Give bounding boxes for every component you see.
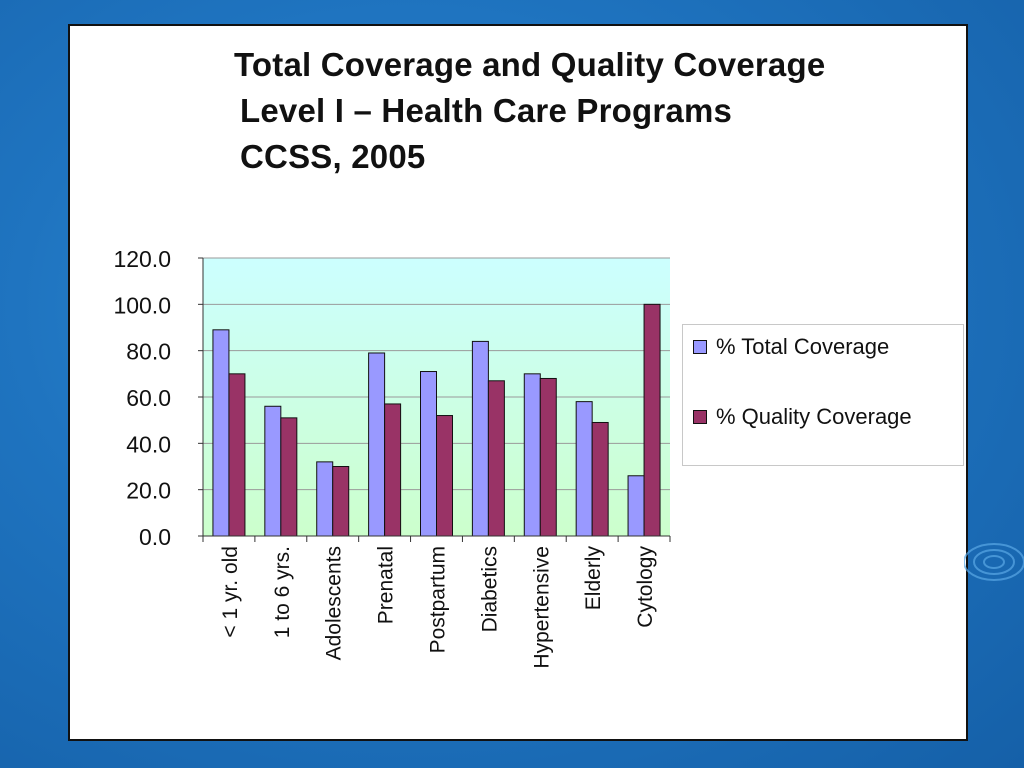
bar-total-5 xyxy=(471,340,489,537)
x-category-label: < 1 yr. old xyxy=(219,546,242,638)
y-tick-label: 40.0 xyxy=(126,431,171,457)
bar-quality-2 xyxy=(332,466,350,537)
x-category-label: Hypertensive xyxy=(530,546,553,669)
bar-total-6 xyxy=(523,373,541,537)
bar-total-7 xyxy=(575,401,593,537)
title-line-1: Total Coverage and Quality Coverage xyxy=(234,46,826,83)
legend-swatch-quality xyxy=(693,410,707,424)
legend-label-total: % Total Coverage xyxy=(716,334,890,359)
bar-total-4 xyxy=(420,371,437,537)
x-category-label: Elderly xyxy=(582,546,605,611)
legend-swatch-total xyxy=(693,340,707,354)
legend-label-quality: % Quality Coverage xyxy=(716,404,912,429)
x-category-label: Prenatal xyxy=(375,546,398,624)
bar-total-3 xyxy=(368,352,386,537)
x-category-label: 1 to 6 yrs. xyxy=(271,546,294,638)
y-tick-label: 120.0 xyxy=(113,246,171,272)
y-tick-label: 80.0 xyxy=(126,339,171,365)
bar-quality-8 xyxy=(643,303,661,537)
bar-total-0 xyxy=(212,329,230,537)
y-tick-label: 20.0 xyxy=(126,478,171,504)
bar-quality-0 xyxy=(228,373,246,537)
bar-quality-3 xyxy=(384,403,402,537)
bar-quality-1 xyxy=(280,417,298,537)
chart-title: Total Coverage and Quality Coverage Leve… xyxy=(234,42,934,180)
title-line-3: CCSS, 2005 xyxy=(240,138,426,175)
legend: % Total Coverage % Quality Coverage xyxy=(682,324,964,466)
legend-item-total: % Total Coverage xyxy=(693,334,890,359)
bar-quality-4 xyxy=(436,415,453,537)
x-category-label: Adolescents xyxy=(323,546,346,660)
slide-panel: Total Coverage and Quality Coverage Leve… xyxy=(68,24,968,741)
title-line-2: Level I – Health Care Programs xyxy=(240,92,733,129)
y-tick-label: 100.0 xyxy=(113,292,171,318)
bar-total-2 xyxy=(316,461,334,537)
bar-total-8 xyxy=(627,475,645,537)
x-category-label: Diabetics xyxy=(478,546,501,632)
bar-quality-7 xyxy=(591,421,609,537)
bar-total-1 xyxy=(264,405,282,537)
y-axis: 0.0 20.0 40.0 60.0 80.0 100.0 120.0 xyxy=(113,246,204,550)
bar-quality-6 xyxy=(539,377,557,537)
legend-item-quality: % Quality Coverage xyxy=(693,404,912,429)
bar-quality-5 xyxy=(487,380,505,537)
x-category-label: Postpartum xyxy=(427,546,450,653)
x-category-label: Cytology xyxy=(634,546,657,628)
bar-chart: 0.0 20.0 40.0 60.0 80.0 100.0 120.0 < 1 yr. ol… xyxy=(113,246,671,669)
y-tick-label: 60.0 xyxy=(126,385,171,411)
x-axis: < 1 yr. old 1 to 6 yrs. Adolescents Prenata… xyxy=(202,535,671,669)
y-tick-label: 0.0 xyxy=(139,524,171,550)
bars xyxy=(212,303,661,537)
swirl-decoration xyxy=(964,543,1024,581)
